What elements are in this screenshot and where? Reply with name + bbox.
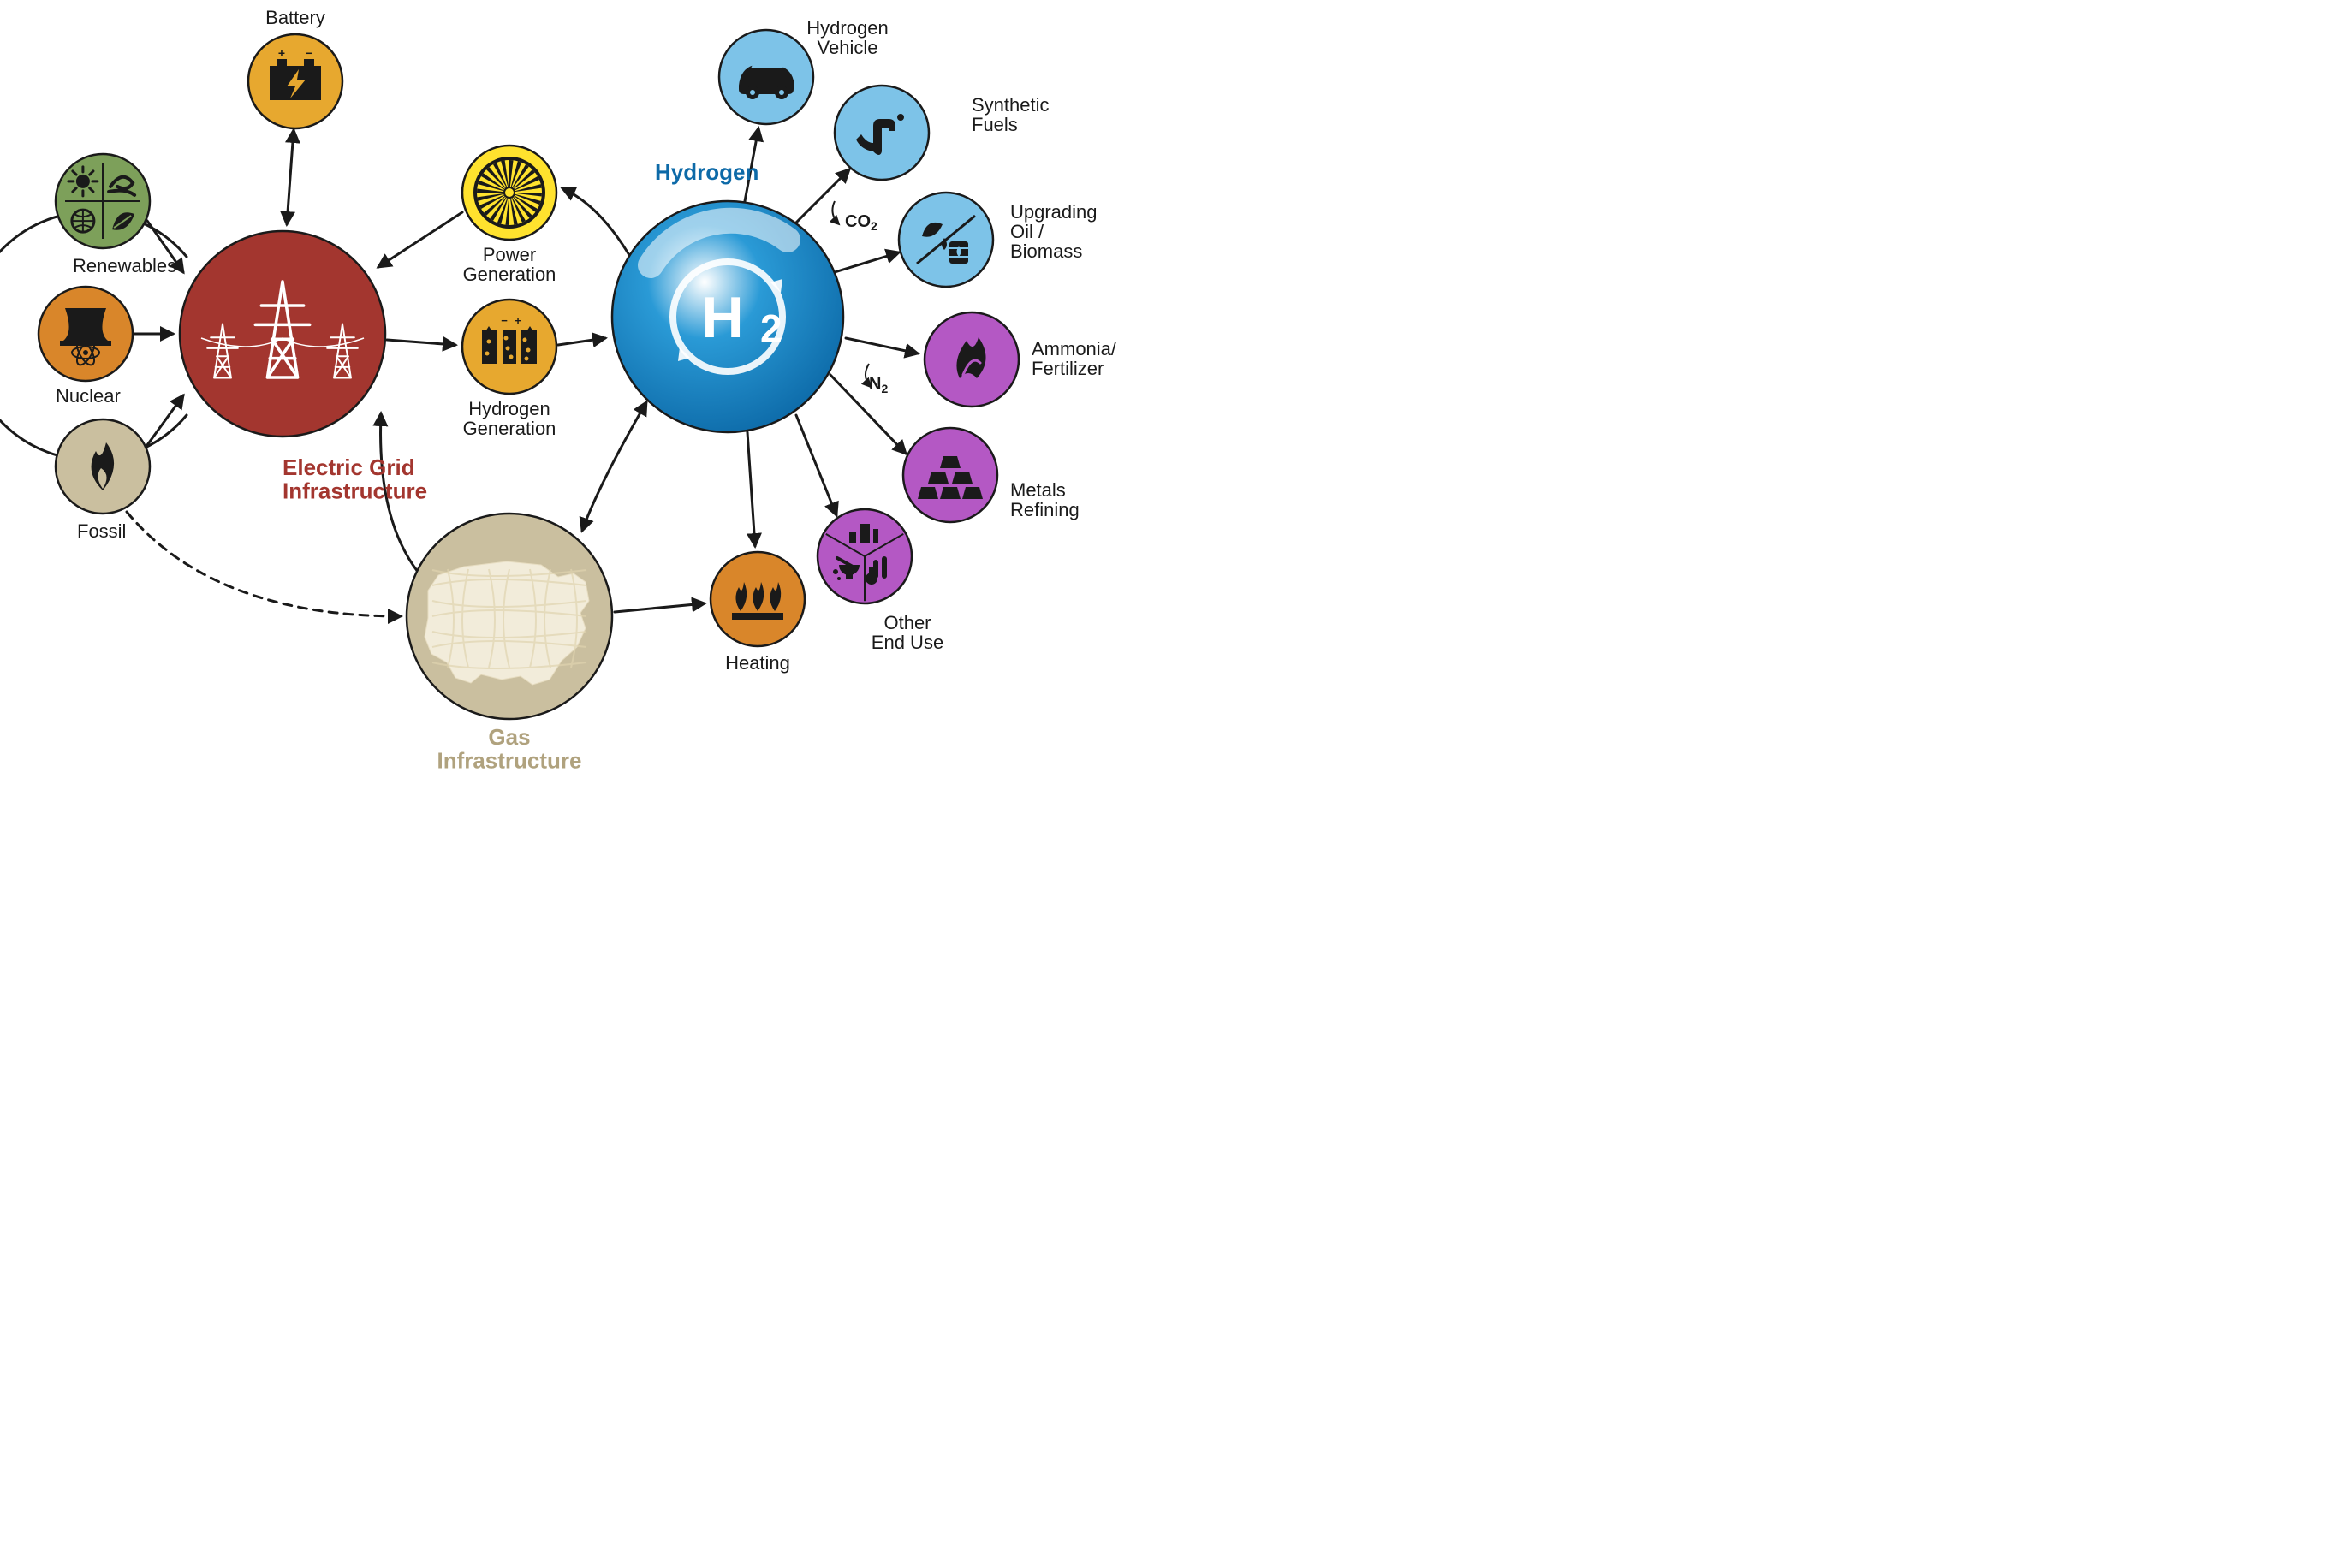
edge-hydrogen-other xyxy=(796,415,836,515)
edge-hydrogen-metals xyxy=(830,375,906,454)
edge-hydrogen-synfuel xyxy=(796,169,849,223)
edge-hydrogen-upgrading xyxy=(835,252,899,272)
label-grid: Electric Grid xyxy=(283,454,415,480)
hydrogen-ecosystem-diagram: +−−+H2RenewablesNuclearFossilBatteryElec… xyxy=(0,0,1164,770)
svg-text:−: − xyxy=(501,314,508,327)
label-renewables: Renewables xyxy=(73,255,176,276)
node-grid xyxy=(180,231,385,437)
label-upgrading: Upgrading xyxy=(1010,201,1098,223)
annot-CO: CO2 xyxy=(845,212,877,233)
edge-fossil-grid xyxy=(147,395,183,445)
label-heating: Heating xyxy=(725,652,790,674)
node-fossil xyxy=(56,419,150,514)
label-fossil: Fossil xyxy=(77,520,126,542)
label-powergen: Generation xyxy=(463,264,556,285)
node-powergen xyxy=(462,146,556,240)
edge-gas-heating xyxy=(615,603,705,612)
node-upgrading xyxy=(899,193,993,287)
annot-N: N2 xyxy=(869,375,888,395)
edge-hydgen-hydrogen xyxy=(558,338,605,345)
label-upgrading: Biomass xyxy=(1010,241,1082,262)
label-hydrogen: Hydrogen xyxy=(655,159,758,185)
edge-fossil-gas xyxy=(127,512,401,616)
edge-powergen-grid xyxy=(378,212,462,267)
node-ammonia xyxy=(925,312,1019,407)
label-metals: Refining xyxy=(1010,499,1080,520)
node-metals xyxy=(903,428,997,522)
node-vehicle xyxy=(719,30,813,124)
svg-text:−: − xyxy=(306,46,312,60)
label-powergen: Power xyxy=(483,244,536,265)
edge-hydrogen-ammonia xyxy=(846,338,918,353)
edge-grid-hydgen xyxy=(387,340,455,345)
node-synfuel xyxy=(835,86,929,180)
label-synfuel: Synthetic xyxy=(972,94,1050,116)
label-gas: Infrastructure xyxy=(437,747,581,770)
label-upgrading: Oil / xyxy=(1010,221,1044,242)
label-metals: Metals xyxy=(1010,479,1066,501)
label-vehicle: Hydrogen xyxy=(806,17,888,39)
label-gas: Gas xyxy=(488,724,530,750)
svg-text:H: H xyxy=(701,285,743,350)
svg-text:+: + xyxy=(515,314,521,327)
node-other xyxy=(818,509,912,603)
edge-hydrogen-powergen xyxy=(562,188,629,255)
label-synfuel: Fuels xyxy=(972,114,1018,135)
node-renewables xyxy=(56,154,150,248)
node-hydgen: −+ xyxy=(462,300,556,394)
svg-text:+: + xyxy=(278,46,285,60)
label-hydgen: Hydrogen xyxy=(468,398,550,419)
node-hydrogen: H2 xyxy=(612,201,843,432)
label-other: End Use xyxy=(872,632,943,653)
edge-hydrogen-heating xyxy=(747,432,755,546)
node-nuclear xyxy=(39,287,133,381)
label-nuclear: Nuclear xyxy=(56,385,121,407)
label-other: Other xyxy=(883,612,931,633)
node-heating xyxy=(711,552,805,646)
node-battery: +− xyxy=(248,34,342,128)
edge-hydrogen-gas xyxy=(582,402,646,531)
label-ammonia: Fertilizer xyxy=(1032,358,1104,379)
node-gas xyxy=(407,514,612,719)
label-vehicle: Vehicle xyxy=(818,37,878,58)
label-battery: Battery xyxy=(265,7,325,28)
label-grid: Infrastructure xyxy=(283,478,427,503)
svg-text:2: 2 xyxy=(760,306,782,351)
edge-battery-grid xyxy=(287,130,294,224)
label-ammonia: Ammonia/ xyxy=(1032,338,1117,359)
label-hydgen: Generation xyxy=(463,418,556,439)
annot-arrow-CO xyxy=(832,201,839,224)
